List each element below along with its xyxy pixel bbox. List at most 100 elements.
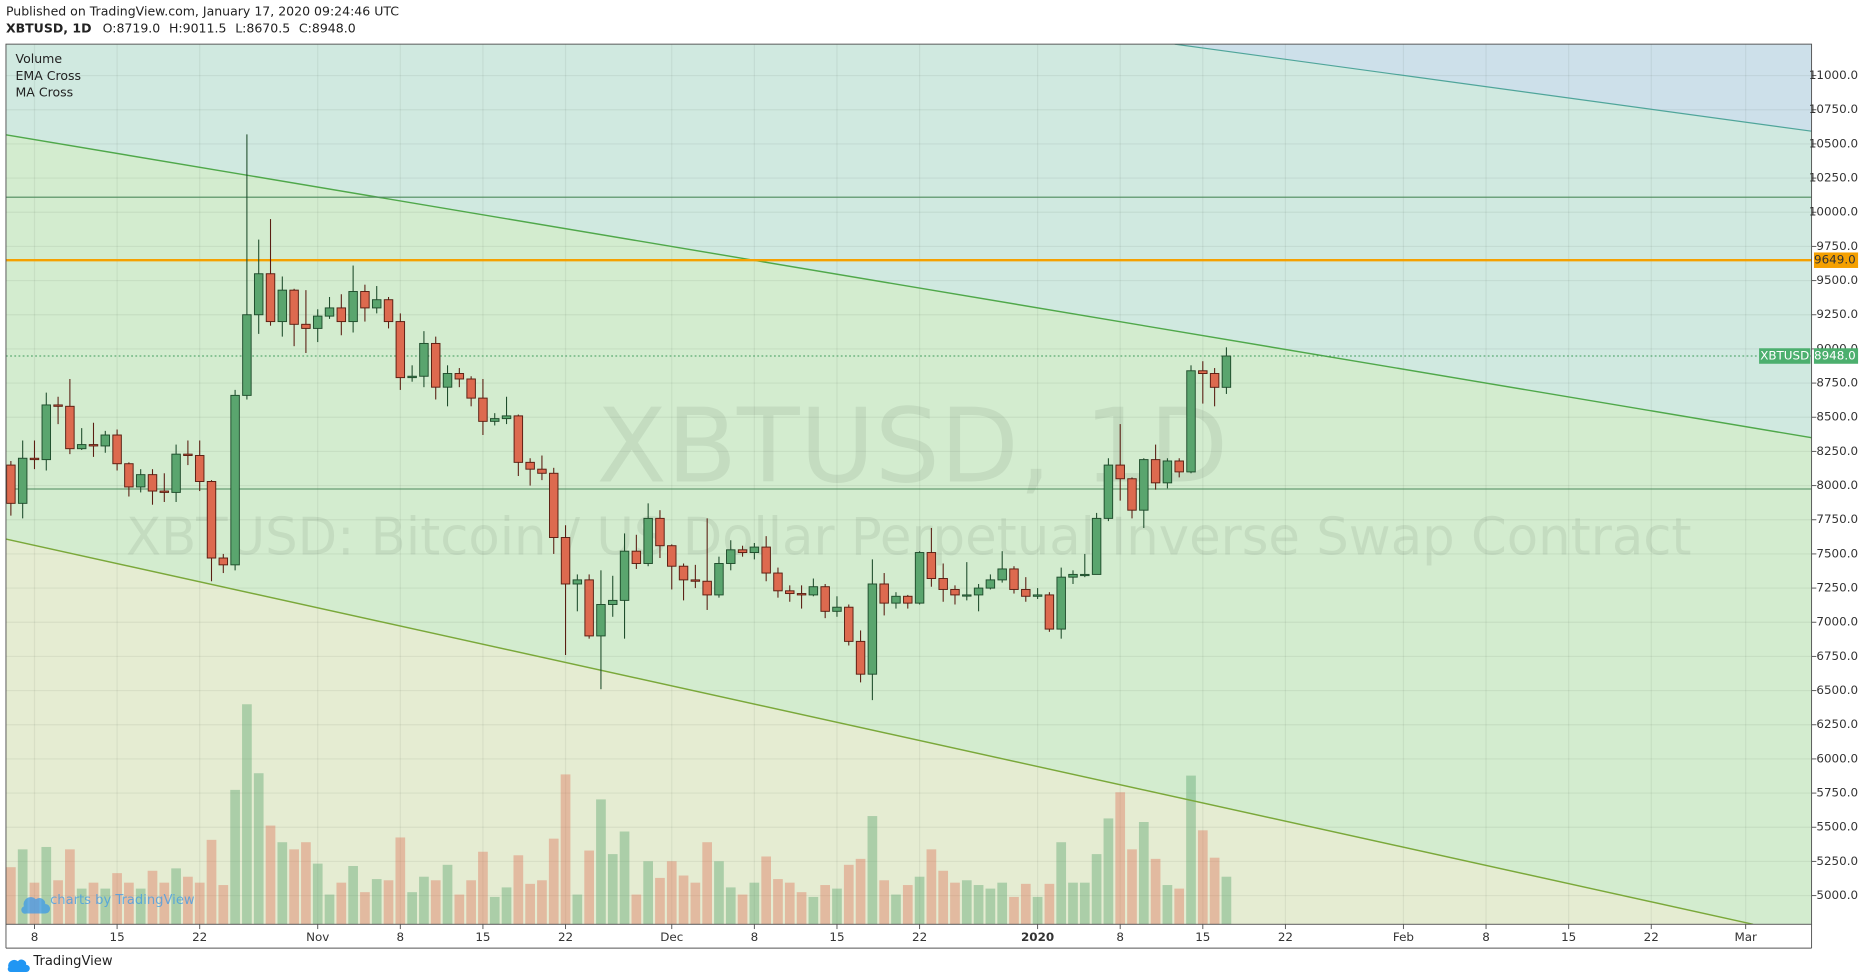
volume-bar: [702, 842, 713, 925]
candle-body: [619, 550, 630, 601]
levels: [5, 196, 1812, 490]
candle-body: [832, 606, 842, 612]
volume-bar: [525, 883, 535, 925]
candle-body: [655, 517, 665, 547]
y-tick-label: 9250.0: [1816, 307, 1858, 321]
candle-body: [88, 444, 99, 447]
y-tick-label: 8750.0: [1816, 376, 1858, 390]
volume-bar: [596, 799, 606, 925]
pane-border: [5, 43, 1813, 925]
y-tick-label: 9500.0: [1816, 273, 1858, 287]
volume-bar: [938, 870, 949, 925]
volume-bar: [1150, 858, 1161, 925]
grid: [5, 44, 1812, 925]
volume-bar: [112, 873, 122, 925]
candle-body: [1162, 460, 1173, 484]
x-tick-label: 22: [192, 930, 207, 944]
x-tick-label: 8: [1482, 930, 1490, 944]
volume-bar: [1138, 821, 1149, 925]
trend-top: [1174, 44, 1812, 132]
candle-body: [726, 549, 736, 564]
x-tick-label: Dec: [660, 930, 683, 944]
volume-bar: [1174, 888, 1185, 925]
volume-bar: [6, 867, 16, 925]
volume-bar: [206, 839, 217, 925]
candle-body: [348, 291, 358, 323]
volume-bar: [407, 892, 417, 925]
candle-body: [301, 323, 311, 329]
volume-bar: [678, 875, 689, 925]
candle-body: [442, 373, 453, 388]
candle-body: [844, 606, 854, 642]
volume-bar: [194, 882, 205, 925]
candle-body: [76, 444, 87, 450]
candle-body: [65, 405, 75, 450]
candle-body: [324, 307, 335, 317]
candle-body: [737, 549, 748, 554]
volume-bar: [41, 846, 52, 925]
volume-bar: [619, 831, 630, 925]
volume-bar: [891, 894, 901, 925]
volume-bar: [1056, 842, 1067, 925]
candle-body: [572, 579, 583, 585]
candle-body: [997, 568, 1007, 581]
volume-bar: [430, 880, 441, 925]
candle-body: [1009, 568, 1019, 590]
y-tick-label: 5000.0: [1816, 888, 1858, 902]
volume-bar: [926, 849, 937, 925]
candle-body: [667, 545, 677, 567]
volume-bar: [537, 880, 547, 925]
volume-bar: [501, 887, 512, 925]
y-tick-label: 7000.0: [1816, 615, 1858, 629]
candle-body: [312, 315, 323, 329]
volume: [6, 704, 1232, 925]
candle-body: [985, 579, 996, 589]
candle-body: [903, 595, 913, 604]
candle-body: [1127, 478, 1137, 511]
legend-item: EMA Cross: [16, 68, 82, 83]
legend-item: Volume: [16, 51, 63, 66]
volume-bar: [643, 861, 653, 925]
x-tick-label: 22: [1278, 930, 1293, 944]
candle-body: [643, 517, 653, 564]
volume-bar: [253, 773, 264, 925]
y-tick-label: 6500.0: [1816, 683, 1858, 697]
candle-body: [1021, 588, 1031, 597]
legend-item: MA Cross: [16, 85, 74, 100]
x-tick-label: 15: [829, 930, 844, 944]
zone-upper: [5, 44, 1812, 438]
volume-bar: [454, 894, 465, 925]
volume-bar: [1079, 882, 1090, 925]
volume-bar: [914, 876, 925, 925]
volume-bar: [336, 882, 347, 925]
candle-body: [761, 546, 771, 574]
candle-body: [560, 537, 571, 585]
volume-bar: [1115, 792, 1126, 925]
candle-body: [419, 342, 429, 377]
x-tick-label: 15: [1195, 930, 1210, 944]
ohlc-open: O:8719.0: [103, 20, 161, 35]
candle-body: [950, 588, 960, 596]
candle-body: [253, 273, 264, 316]
candle-body: [17, 457, 28, 504]
y-tick-label: 8500.0: [1816, 410, 1858, 424]
candle-body: [1068, 573, 1078, 578]
volume-bar: [17, 849, 28, 925]
volume-bar: [265, 825, 276, 925]
candle-body: [867, 583, 878, 675]
candle-body: [1032, 594, 1043, 597]
volume-bar: [607, 854, 618, 925]
x-tick-label: 8: [1116, 930, 1124, 944]
candle-body: [431, 342, 441, 388]
y-tick-label: 6750.0: [1816, 649, 1858, 663]
volume-bar: [76, 888, 87, 925]
candle-body: [490, 418, 500, 422]
volume-bar: [808, 896, 819, 925]
candle-body: [501, 415, 512, 420]
candle-body: [135, 474, 146, 488]
volume-bar: [761, 856, 772, 925]
y-tick-label: 10250.0: [1809, 171, 1858, 185]
last-price-name: XBTUSD: [1760, 349, 1809, 363]
volume-bar: [312, 863, 323, 925]
candle-body: [53, 404, 63, 407]
